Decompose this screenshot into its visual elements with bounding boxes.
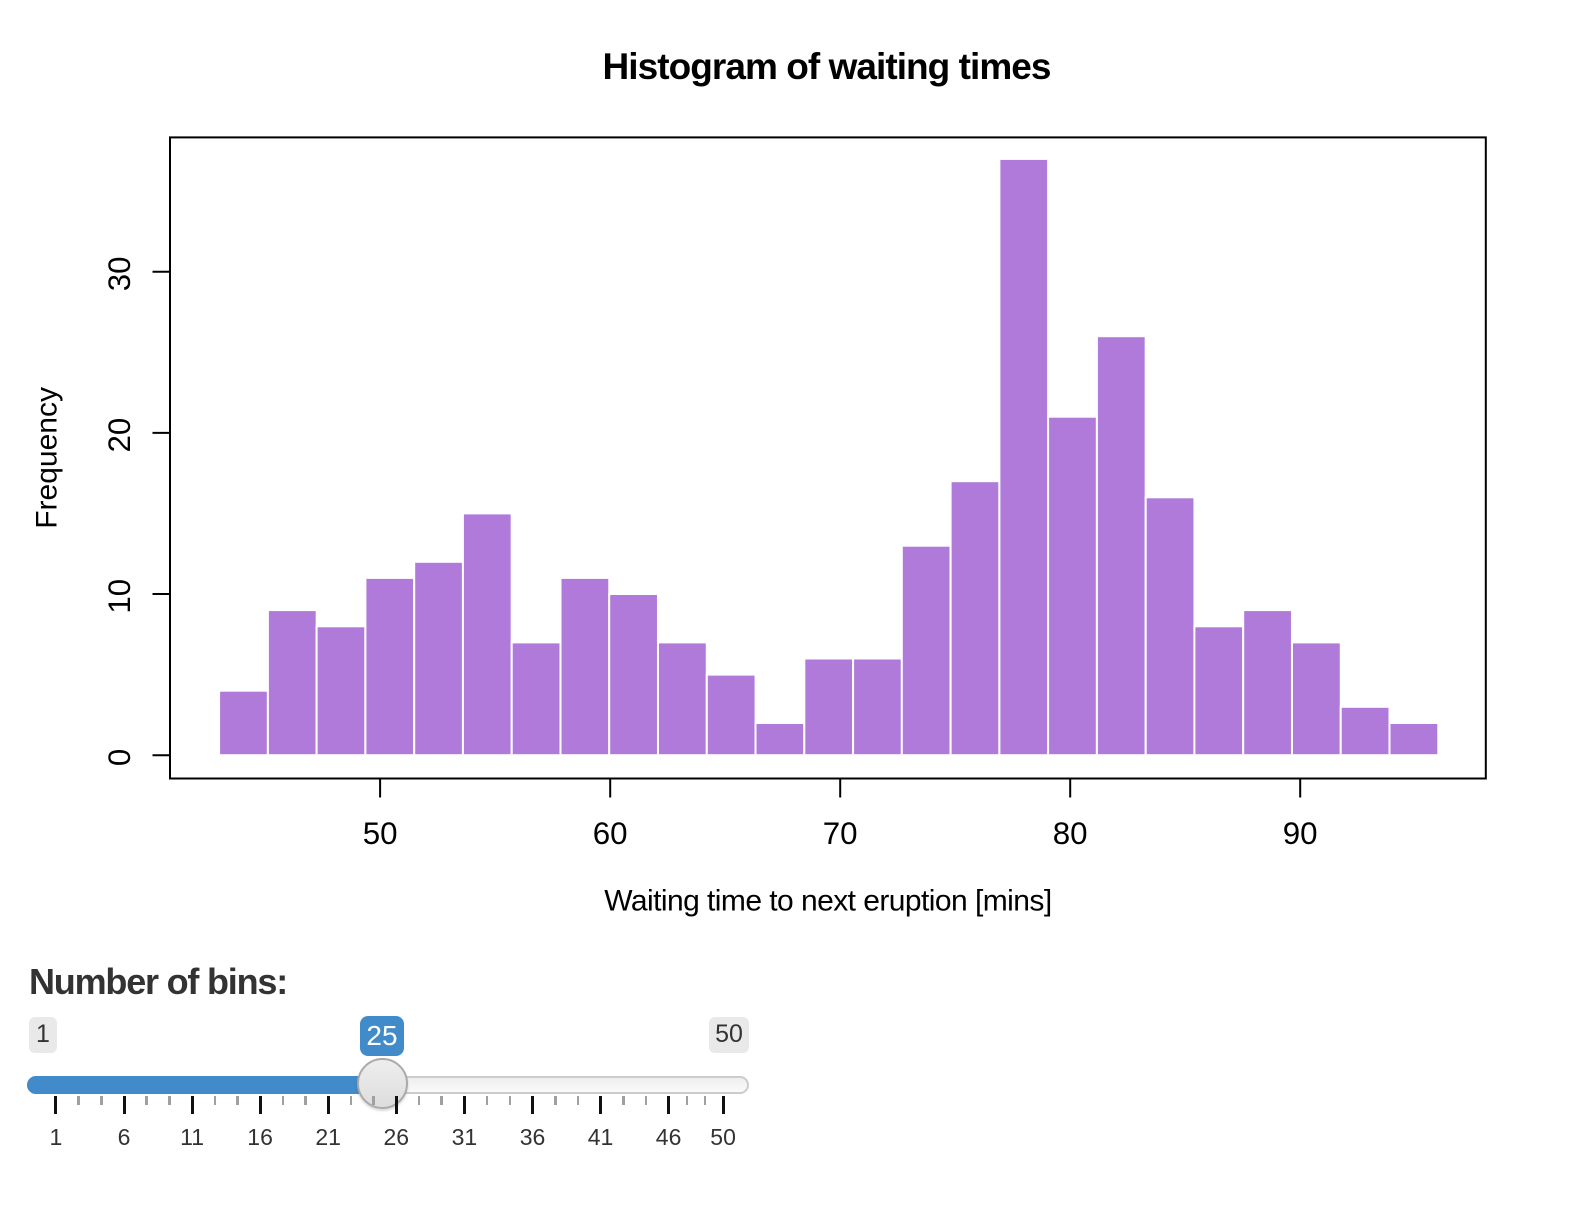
svg-text:Frequency: Frequency bbox=[31, 387, 64, 529]
svg-text:50: 50 bbox=[363, 816, 398, 851]
svg-text:70: 70 bbox=[823, 816, 858, 851]
svg-text:60: 60 bbox=[593, 816, 628, 851]
svg-text:Waiting time to next eruption: Waiting time to next eruption [mins] bbox=[604, 885, 1052, 918]
svg-text:Histogram of waiting times: Histogram of waiting times bbox=[603, 46, 1052, 87]
svg-text:90: 90 bbox=[1283, 816, 1318, 851]
svg-text:0: 0 bbox=[102, 749, 137, 766]
svg-text:30: 30 bbox=[102, 256, 137, 291]
svg-text:10: 10 bbox=[102, 579, 137, 614]
svg-text:20: 20 bbox=[102, 418, 137, 453]
svg-text:80: 80 bbox=[1053, 816, 1088, 851]
